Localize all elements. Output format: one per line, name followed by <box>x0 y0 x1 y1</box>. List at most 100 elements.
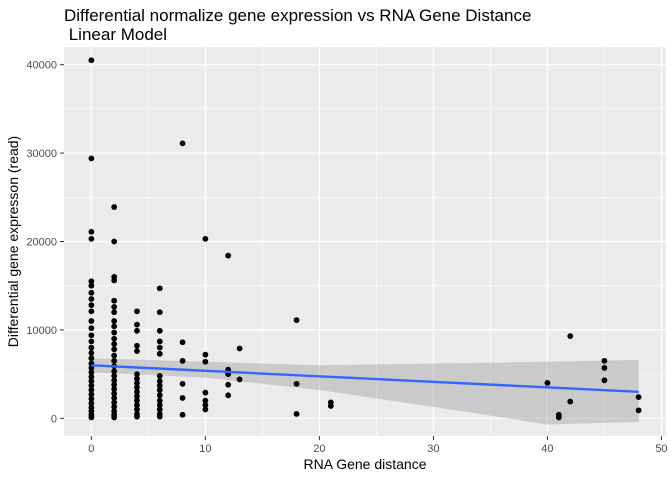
x-tick-label: 20 <box>313 443 325 455</box>
data-point <box>202 351 209 358</box>
regression-line-group <box>91 364 639 393</box>
data-point <box>111 390 118 397</box>
data-point <box>179 140 186 147</box>
x-axis: 0 10 20 30 40 50 <box>88 436 668 455</box>
data-point <box>88 318 95 324</box>
data-point <box>111 341 118 347</box>
y-tick-label: 40000 <box>26 60 57 72</box>
data-point <box>134 327 140 334</box>
data-point <box>202 235 209 242</box>
data-point <box>293 317 300 324</box>
y-tick-label: 30000 <box>26 148 57 160</box>
data-point <box>544 380 551 386</box>
data-point <box>88 373 95 380</box>
data-point <box>111 403 118 410</box>
data-point <box>88 387 95 393</box>
data-point <box>111 238 118 245</box>
data-point <box>156 397 163 404</box>
data-point <box>202 402 209 408</box>
data-point <box>111 204 118 210</box>
data-point <box>156 406 163 413</box>
data-point <box>236 376 243 383</box>
data-point <box>134 342 140 349</box>
data-point <box>111 329 118 336</box>
data-point <box>156 402 163 408</box>
data-point <box>134 308 140 315</box>
data-point <box>88 369 95 376</box>
data-point <box>88 391 95 398</box>
data-point <box>202 389 209 396</box>
data-point <box>134 413 140 420</box>
data-point <box>111 399 118 406</box>
data-point <box>111 377 118 384</box>
data-point <box>88 228 95 235</box>
data-point <box>327 403 334 409</box>
data-point <box>225 252 232 259</box>
data-point <box>88 400 95 407</box>
data-point <box>635 407 642 414</box>
data-point <box>88 296 95 302</box>
data-point <box>88 282 95 289</box>
data-point <box>111 318 118 324</box>
data-point <box>111 414 118 421</box>
data-point <box>111 335 118 342</box>
data-point <box>134 348 140 355</box>
data-point <box>88 308 95 315</box>
data-point <box>111 346 118 353</box>
x-axis-label: RNA Gene distance <box>304 456 427 472</box>
data-point <box>111 297 118 304</box>
data-point <box>156 387 163 393</box>
data-point <box>111 277 118 284</box>
data-point <box>156 372 163 379</box>
data-point <box>134 380 140 386</box>
data-point <box>88 302 95 309</box>
y-tick-label: 10000 <box>26 325 57 337</box>
y-axis-label: Differential gene expresson (read) <box>5 136 21 347</box>
data-point <box>179 411 186 418</box>
data-point <box>156 285 163 292</box>
data-point <box>156 413 163 420</box>
data-point <box>236 345 243 352</box>
data-point <box>293 380 300 387</box>
data-point <box>156 338 163 345</box>
data-point <box>111 372 118 379</box>
data-point <box>88 349 95 356</box>
data-point <box>88 338 95 345</box>
y-axis: 0 10000 20000 30000 40000 <box>26 60 64 425</box>
data-point <box>156 378 163 385</box>
data-point <box>134 402 140 408</box>
data-point <box>111 309 118 316</box>
data-point <box>111 323 118 330</box>
x-tick-label: 10 <box>199 443 211 455</box>
data-point <box>111 304 118 310</box>
x-tick-label: 30 <box>427 443 439 455</box>
data-point <box>156 392 163 399</box>
data-point <box>88 344 95 351</box>
data-point <box>179 380 186 387</box>
data-point <box>111 368 118 375</box>
chart-title: Differential normalize gene expression v… <box>64 6 532 44</box>
data-point <box>601 377 608 384</box>
data-point <box>88 355 95 362</box>
data-point <box>134 406 140 413</box>
data-point <box>225 392 232 399</box>
data-point <box>88 155 95 162</box>
x-tick-label: 40 <box>541 443 553 455</box>
data-point <box>156 344 163 351</box>
data-point <box>202 358 209 365</box>
data-point <box>293 410 300 417</box>
data-point <box>134 321 140 328</box>
data-point <box>134 388 140 395</box>
data-point <box>88 325 95 332</box>
data-point <box>88 289 95 296</box>
data-point <box>555 414 562 421</box>
data-point <box>111 395 118 401</box>
data-point <box>601 365 608 371</box>
data-point <box>156 350 163 357</box>
x-tick-label: 0 <box>88 443 94 455</box>
data-point <box>567 333 574 339</box>
data-point <box>88 378 95 385</box>
x-tick-label: 50 <box>655 443 667 455</box>
data-point <box>134 397 140 404</box>
